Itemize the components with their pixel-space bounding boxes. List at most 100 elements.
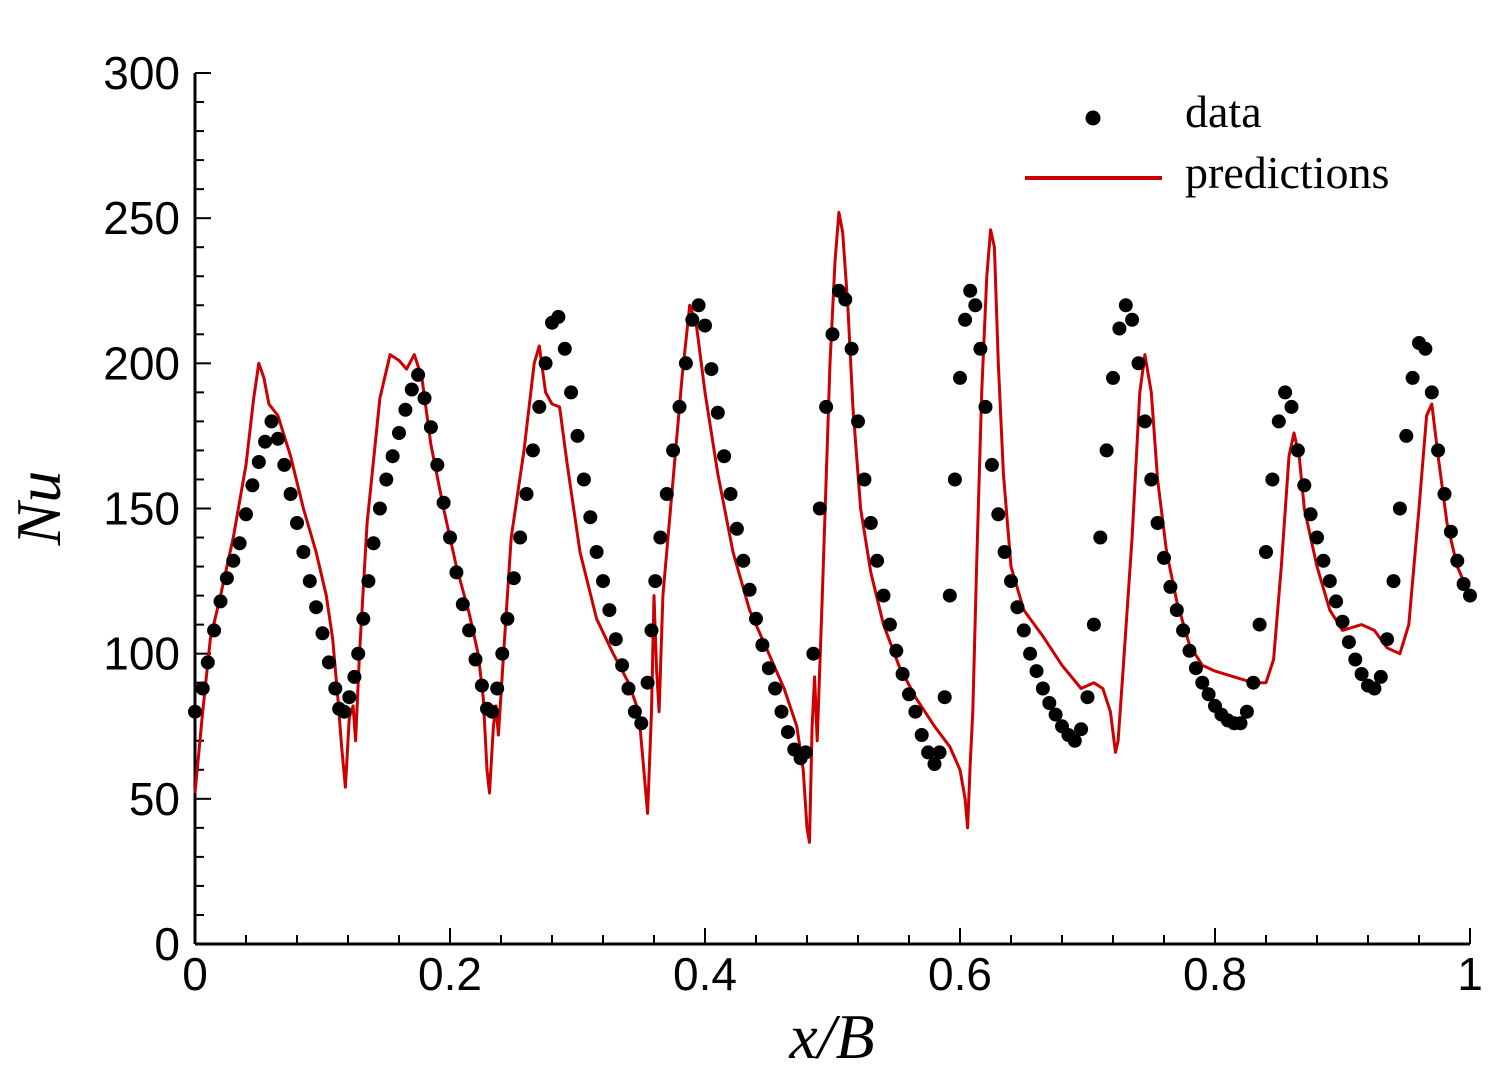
data-point (914, 728, 929, 742)
data-point (551, 309, 566, 324)
data-point (1310, 530, 1324, 545)
data-point (902, 687, 916, 702)
data-point (1341, 635, 1356, 650)
data-point (1303, 507, 1318, 522)
data-point (1297, 478, 1312, 493)
data-point (490, 681, 505, 696)
data-point (942, 588, 957, 603)
data-point (1137, 414, 1152, 429)
x-tick-label: 0.6 (928, 948, 992, 1000)
y-tick-label: 200 (103, 337, 180, 389)
data-point (615, 658, 630, 673)
legend-predictions-label: predictions (1185, 147, 1389, 198)
data-point (889, 643, 904, 658)
legend: data predictions (1025, 86, 1389, 198)
data-point (1424, 385, 1439, 400)
data-point (270, 431, 285, 446)
data-point (723, 487, 738, 501)
data-point (1252, 617, 1267, 632)
data-point (844, 341, 859, 356)
data-point (978, 399, 993, 414)
data-point (583, 510, 598, 525)
data-point (430, 457, 445, 472)
data-point (328, 681, 343, 696)
data-point (608, 632, 623, 647)
data-point (485, 704, 500, 719)
data-point (1067, 733, 1082, 748)
data-point (895, 667, 910, 681)
data-point (455, 597, 470, 612)
data-point (1182, 643, 1197, 658)
data-point (321, 655, 336, 670)
data-point (648, 574, 663, 589)
data-point (372, 501, 387, 516)
data-point (1265, 472, 1280, 487)
data-point (423, 420, 438, 435)
data-point (621, 681, 636, 696)
data-point (698, 318, 712, 333)
data-point (576, 472, 591, 487)
data-point (640, 675, 655, 690)
data-point (1093, 530, 1108, 545)
data-point (1284, 399, 1299, 414)
data-point (927, 757, 942, 771)
data-point (1074, 722, 1089, 737)
data-point (200, 655, 215, 670)
data-point (755, 638, 770, 652)
data-point (525, 443, 540, 458)
data-point (1271, 414, 1286, 429)
data-point (342, 690, 357, 705)
data-point (602, 603, 617, 618)
data-point (1399, 428, 1414, 443)
data-point (1392, 501, 1407, 516)
data-point (1456, 577, 1471, 591)
tick-labels: 0 50 100 150 200 250 300 0 0.2 0.4 0.6 0.8 1 (103, 47, 1483, 1000)
data-point (691, 298, 706, 313)
legend-data-marker (1085, 110, 1101, 126)
data-point (666, 443, 681, 458)
data-point (239, 507, 253, 522)
data-point (436, 495, 451, 510)
data-point (1144, 472, 1159, 487)
data-point (984, 457, 999, 472)
ticks (194, 72, 1471, 945)
data-point (264, 414, 279, 429)
data-point (825, 327, 840, 342)
data-point (232, 536, 247, 551)
data-point (634, 716, 649, 731)
data-point (411, 367, 426, 382)
data-point (361, 574, 376, 589)
y-axis-title: Nu (3, 471, 74, 547)
data-point (644, 623, 659, 638)
predictions-series (193, 210, 1472, 844)
data-point (1290, 443, 1305, 458)
data-point (570, 428, 585, 443)
data-point (1380, 632, 1395, 647)
data-point (1405, 370, 1420, 385)
data-point (973, 341, 988, 356)
data-point (251, 455, 266, 469)
data-point (356, 611, 371, 626)
data-point (1354, 667, 1369, 681)
data-point (736, 553, 751, 568)
data-point (1201, 687, 1216, 702)
data-point (851, 414, 865, 429)
data-point (188, 704, 202, 719)
data-point (882, 617, 897, 632)
x-tick-label: 0.8 (1183, 948, 1247, 1000)
data-point (1246, 675, 1261, 690)
data-point (302, 574, 317, 589)
data-point (937, 690, 952, 705)
data-point (1010, 600, 1025, 615)
y-tick-label: 300 (103, 47, 180, 99)
data-point (1125, 312, 1140, 327)
data-point (908, 704, 923, 719)
data-point (1418, 341, 1433, 356)
y-tick-label: 250 (103, 192, 180, 244)
x-tick-label: 1 (1457, 948, 1483, 1000)
data-point (538, 356, 553, 371)
data-point (392, 426, 406, 440)
data-point (1386, 574, 1401, 589)
data-point (838, 292, 853, 307)
data-point (195, 681, 210, 696)
